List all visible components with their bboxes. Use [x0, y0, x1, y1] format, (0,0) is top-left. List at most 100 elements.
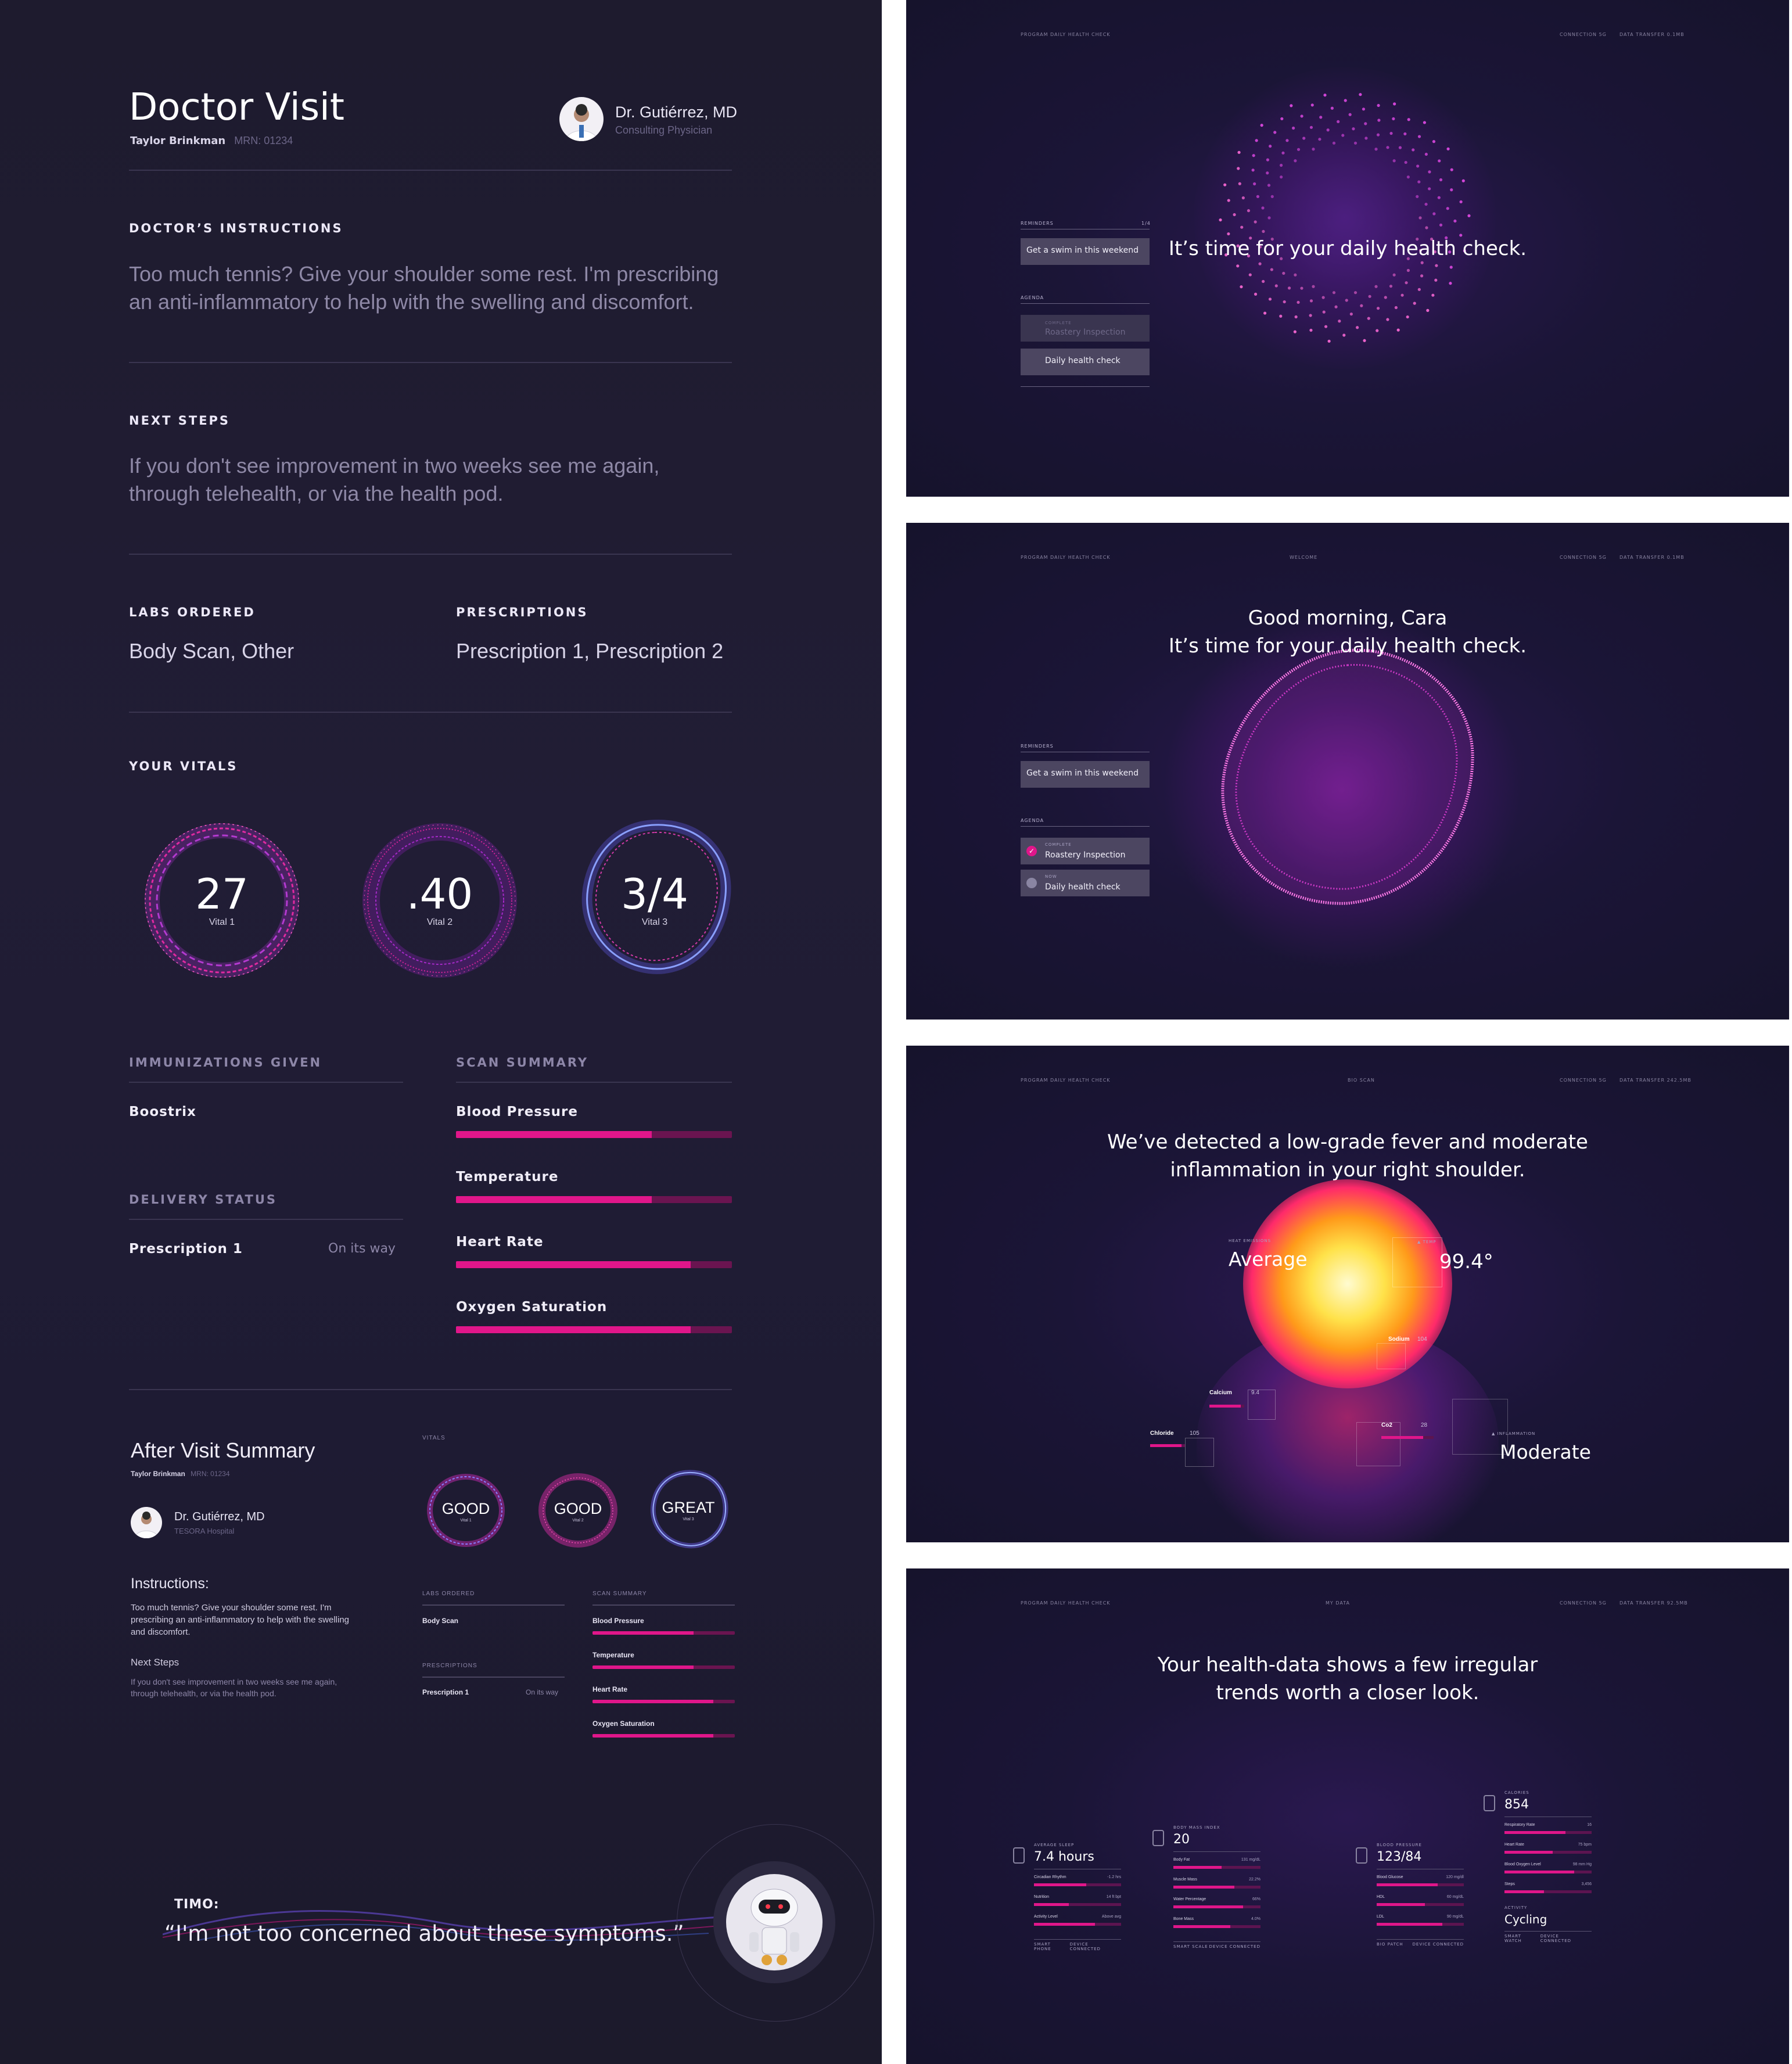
- spiral-dot: [1439, 178, 1443, 182]
- spiral-dot: [1292, 126, 1295, 130]
- summary-patient-name: Taylor Brinkman: [131, 1470, 185, 1478]
- spiral-dot: [1348, 113, 1352, 116]
- spiral-dot: [1423, 121, 1427, 124]
- spiral-dot: [1253, 182, 1256, 186]
- spiral-dot: [1283, 300, 1286, 304]
- headline: We’ve detected a low-grade fever and mod…: [1107, 1130, 1588, 1154]
- spiral-dot: [1467, 214, 1471, 218]
- spiral-dot: [1376, 307, 1380, 310]
- reminder-item[interactable]: Get a swim in this weekend: [1021, 238, 1150, 265]
- summary-vital-3[interactable]: GREAT Vital 3: [645, 1467, 732, 1551]
- labs-label: LABS ORDERED: [129, 605, 256, 619]
- agenda-complete-item[interactable]: ✓ COMPLETE Roastery Inspection: [1021, 838, 1150, 864]
- vital-ring-graphic: [650, 1470, 728, 1549]
- divider: [422, 1677, 565, 1678]
- headline-greeting: Good morning, Cara: [1248, 606, 1448, 630]
- row-bar: [1173, 1866, 1260, 1869]
- spiral-dot: [1318, 138, 1321, 141]
- summary-doctor-org: TESORA Hospital: [174, 1527, 235, 1535]
- divider: [1021, 303, 1150, 304]
- scan-item-label: Blood Pressure: [456, 1104, 578, 1119]
- spiral-dot: [1300, 286, 1303, 290]
- card-row: HDL 60 mg/dL: [1377, 1895, 1464, 1915]
- spiral-dot: [1352, 127, 1355, 131]
- spiral-dot: [1262, 229, 1265, 234]
- card-label: CALORIES: [1504, 1790, 1529, 1795]
- spiral-dot: [1338, 320, 1341, 323]
- spiral-dot: [1279, 163, 1283, 167]
- health-card[interactable]: BLOOD PRESSURE 123/84 Blood Glucose 120 mg/…: [1356, 1843, 1464, 1947]
- spiral-dot: [1241, 196, 1245, 200]
- agenda-now-item[interactable]: NOW Daily health check: [1021, 870, 1150, 896]
- row-label: Blood Glucose: [1377, 1875, 1403, 1879]
- header-program: PROGRAM DAILY HEALTH CHECK: [1021, 32, 1111, 37]
- row-bar: [1377, 1903, 1464, 1906]
- vital-ring-3[interactable]: 3/4 Vital 3: [568, 810, 742, 985]
- summary-title: After Visit Summary: [131, 1438, 315, 1462]
- co2-bar: [1381, 1436, 1434, 1439]
- health-card[interactable]: BODY MASS INDEX 20 Body Fat 131 mg/dL Muscle…: [1152, 1825, 1260, 1949]
- headline-2: inflammation in your right shoulder.: [1170, 1158, 1525, 1182]
- summary-scan-progress-fill: [592, 1734, 714, 1738]
- spiral-dot: [1237, 167, 1240, 170]
- instructions-label: DOCTOR’S INSTRUCTIONS: [129, 221, 343, 235]
- vital-label: Vital 3: [683, 1517, 694, 1521]
- health-card[interactable]: AVERAGE SLEEP 7.4 hours Circadian Rhythm -1…: [1013, 1843, 1121, 1951]
- spiral-dots-graphic: [1219, 93, 1471, 343]
- row-value: 16: [1587, 1823, 1592, 1827]
- immunization-value: Boostrix: [129, 1104, 196, 1119]
- spiral-dot: [1327, 339, 1331, 343]
- calcium-box: [1248, 1390, 1276, 1420]
- spiral-dot: [1435, 264, 1438, 267]
- summary-labs-value: Body Scan: [422, 1617, 459, 1625]
- spiral-dot: [1263, 311, 1267, 315]
- pending-icon: [1026, 878, 1037, 888]
- delivery-item: Prescription 1: [129, 1241, 243, 1257]
- robot-graphic: [749, 1889, 799, 1965]
- summary-scan-progress-fill: [592, 1665, 694, 1669]
- co2-label: Co2: [1381, 1422, 1392, 1428]
- agenda-current-item[interactable]: Daily health check: [1021, 349, 1150, 375]
- blob-mesh-graphic: [1221, 648, 1474, 905]
- health-card[interactable]: CALORIES 854 Respiratory Rate 16 Heart Rate 7…: [1484, 1790, 1592, 1943]
- card-footer: SMART SCALE DEVICE CONNECTED: [1173, 1941, 1260, 1949]
- watch-icon: [1484, 1795, 1495, 1811]
- row-label: Muscle Mass: [1173, 1878, 1197, 1882]
- spiral-dot: [1274, 284, 1278, 288]
- summary-vital-2[interactable]: GOOD Vital 2: [534, 1470, 622, 1551]
- vital-value: GOOD: [554, 1500, 602, 1517]
- spiral-dot: [1252, 154, 1255, 157]
- summary-scan-label: SCAN SUMMARY: [592, 1591, 647, 1597]
- card-label: BODY MASS INDEX: [1173, 1825, 1220, 1830]
- spiral-dot: [1461, 179, 1465, 182]
- vital-ring-2[interactable]: .40 Vital 2: [355, 816, 524, 985]
- agenda-label: AGENDA: [1021, 818, 1044, 823]
- vital-value: GOOD: [441, 1500, 490, 1517]
- vital-ring-1[interactable]: 27 Vital 1: [138, 816, 306, 985]
- spiral-dot: [1280, 117, 1284, 121]
- co2-value: 28: [1421, 1422, 1428, 1428]
- row-bar: [1173, 1886, 1260, 1889]
- robot-icon: [726, 1874, 823, 1970]
- spiral-dot: [1294, 315, 1298, 319]
- glow: [1194, 67, 1496, 369]
- spiral-dot: [1285, 139, 1289, 142]
- headline: Your health-data shows a few irregular: [1157, 1653, 1538, 1677]
- head-heat-map: [1243, 1179, 1452, 1388]
- agenda-complete-item[interactable]: COMPLETE Roastery Inspection: [1021, 315, 1150, 342]
- header-transfer: DATA TRANSFER 92.5MB: [1619, 1600, 1688, 1606]
- row-bar-fill: [1173, 1925, 1230, 1928]
- assistant-outer-ring: [677, 1824, 874, 2022]
- row-label: Heart Rate: [1504, 1843, 1524, 1847]
- doctor-name: Dr. Gutiérrez, MD: [615, 103, 738, 121]
- card-row: Heart Rate 75 bpm: [1504, 1843, 1592, 1862]
- reminder-item[interactable]: Get a swim in this weekend: [1021, 761, 1150, 788]
- spiral-dot: [1262, 279, 1265, 283]
- spiral-dot: [1321, 296, 1325, 299]
- summary-vital-1[interactable]: GOOD Vital 1: [422, 1470, 509, 1551]
- patient-mrn: MRN: 01234: [234, 135, 293, 146]
- assistant-avatar[interactable]: [713, 1861, 835, 1983]
- avatar[interactable]: [559, 97, 604, 141]
- spiral-dot: [1309, 299, 1313, 303]
- spiral-dot: [1341, 134, 1345, 137]
